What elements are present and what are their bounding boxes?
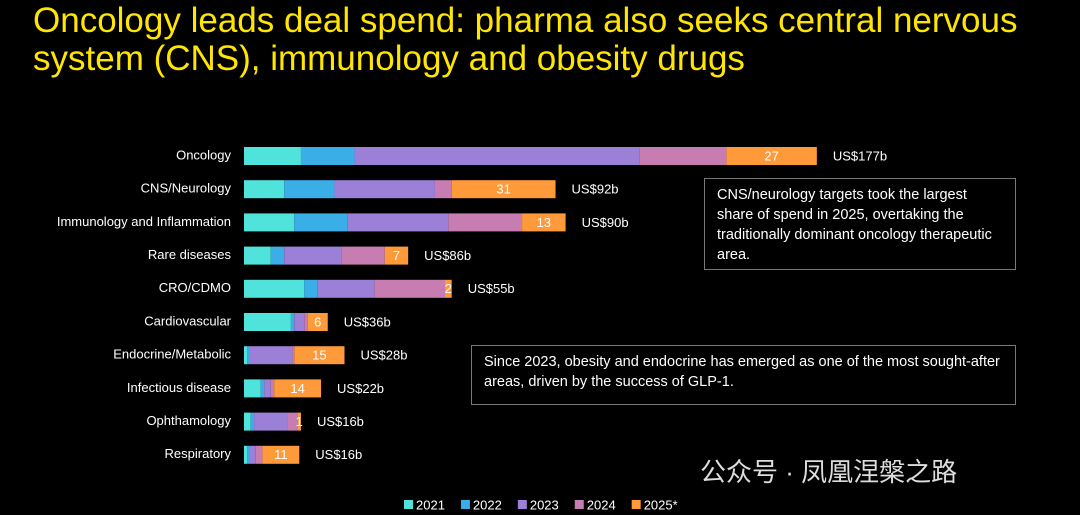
bar-segment bbox=[262, 445, 300, 464]
bar-segment bbox=[244, 279, 305, 298]
bar-segment bbox=[384, 246, 409, 265]
legend-label: 2024 bbox=[587, 497, 616, 512]
bar-segment bbox=[294, 313, 305, 331]
legend-label: 2025* bbox=[644, 497, 678, 512]
data-label: 14 bbox=[290, 381, 304, 396]
legend-label: 2022 bbox=[473, 497, 502, 512]
bar-segment bbox=[255, 445, 263, 464]
bar-segment bbox=[264, 379, 271, 398]
legend-swatch bbox=[460, 500, 470, 509]
data-label: 15 bbox=[312, 348, 326, 363]
bar-segment bbox=[290, 313, 295, 331]
bar-segment bbox=[639, 147, 727, 165]
y-tick-label: Respiratory bbox=[165, 446, 232, 461]
bar-segment bbox=[244, 379, 261, 398]
data-label: 2 bbox=[445, 281, 452, 296]
bar-segment bbox=[294, 346, 345, 365]
bar-segment bbox=[341, 246, 385, 265]
legend-label: 2021 bbox=[416, 497, 445, 512]
bar-segment bbox=[292, 346, 295, 365]
bar-segment bbox=[297, 412, 301, 431]
data-label: 27 bbox=[764, 148, 778, 163]
y-tick-label: Infectious disease bbox=[127, 380, 231, 395]
data-label: 7 bbox=[393, 248, 400, 263]
bar-segment bbox=[448, 213, 523, 232]
bar-segment bbox=[304, 313, 308, 331]
bar-segment bbox=[247, 346, 250, 365]
annotation: Since 2023, obesity and endocrine has em… bbox=[471, 345, 1016, 405]
data-label: 1 bbox=[296, 414, 303, 429]
bar-segment bbox=[260, 379, 265, 398]
bar-segment bbox=[300, 147, 355, 165]
y-tick-label: Immunology and Inflammation bbox=[57, 214, 231, 229]
bar-segment bbox=[244, 412, 251, 431]
bar-segment bbox=[244, 246, 271, 265]
y-tick-label: CRO/CDMO bbox=[159, 280, 231, 295]
y-tick-label: Cardiovascular bbox=[144, 313, 231, 328]
legend-swatch bbox=[631, 500, 641, 509]
total-label: US$16b bbox=[315, 447, 362, 462]
bar-segment bbox=[284, 246, 342, 265]
total-label: US$177b bbox=[833, 148, 887, 163]
bar-segment bbox=[307, 313, 328, 331]
data-label: 6 bbox=[314, 314, 321, 329]
bar-segment bbox=[522, 213, 566, 232]
bar-segment bbox=[244, 213, 295, 232]
total-label: US$22b bbox=[337, 381, 384, 396]
y-tick-label: Endocrine/Metabolic bbox=[113, 347, 231, 362]
legend-swatch bbox=[517, 500, 527, 509]
y-tick-label: Oncology bbox=[176, 147, 231, 162]
data-label: 31 bbox=[496, 182, 510, 197]
legend-swatch bbox=[404, 500, 413, 509]
legend-label: 2023 bbox=[530, 497, 559, 512]
total-label: US$36b bbox=[344, 314, 391, 329]
bar-segment bbox=[247, 445, 250, 464]
bar-segment bbox=[274, 379, 322, 398]
total-label: US$92b bbox=[572, 182, 619, 197]
bar-segment bbox=[451, 180, 556, 199]
y-tick-label: CNS/Neurology bbox=[141, 181, 232, 196]
data-label: 13 bbox=[537, 215, 551, 230]
y-tick-label: Rare diseases bbox=[148, 247, 232, 262]
total-label: US$86b bbox=[424, 248, 471, 263]
bar-segment bbox=[249, 445, 256, 464]
bar-segment bbox=[270, 246, 285, 265]
bar-segment bbox=[270, 379, 275, 398]
bar-segment bbox=[244, 147, 301, 165]
bar-segment bbox=[287, 412, 298, 431]
total-label: US$55b bbox=[468, 281, 515, 296]
bar-segment bbox=[354, 147, 640, 165]
bar-segment bbox=[445, 279, 452, 298]
bar-segment bbox=[374, 279, 445, 298]
bar-segment bbox=[284, 180, 335, 199]
bar-segment bbox=[250, 412, 255, 431]
bar-segment bbox=[249, 346, 293, 365]
bar-segment bbox=[304, 279, 318, 298]
bar-segment bbox=[244, 346, 248, 365]
legend-swatch bbox=[574, 500, 584, 509]
chart-title: Oncology leads deal spend: pharma also s… bbox=[33, 1, 1018, 78]
total-label: US$90b bbox=[582, 215, 629, 230]
bar-segment bbox=[347, 213, 449, 232]
bar-segment bbox=[434, 180, 452, 199]
data-label: 11 bbox=[274, 447, 288, 462]
y-tick-label: Ophthamology bbox=[146, 413, 231, 428]
bar-segment bbox=[726, 147, 817, 165]
total-label: US$16b bbox=[317, 414, 364, 429]
bar-segment bbox=[254, 412, 288, 431]
watermark: 公众号 · 凤凰涅槃之路 bbox=[700, 457, 958, 487]
bar-segment bbox=[334, 180, 435, 199]
bar-segment bbox=[244, 180, 285, 199]
annotation: CNS/neurology targets took the largest s… bbox=[704, 178, 1016, 270]
bar-segment bbox=[317, 279, 375, 298]
bar-segment bbox=[244, 313, 291, 331]
bar-segment bbox=[244, 445, 248, 464]
total-label: US$28b bbox=[361, 348, 408, 363]
bar-segment bbox=[294, 213, 348, 232]
